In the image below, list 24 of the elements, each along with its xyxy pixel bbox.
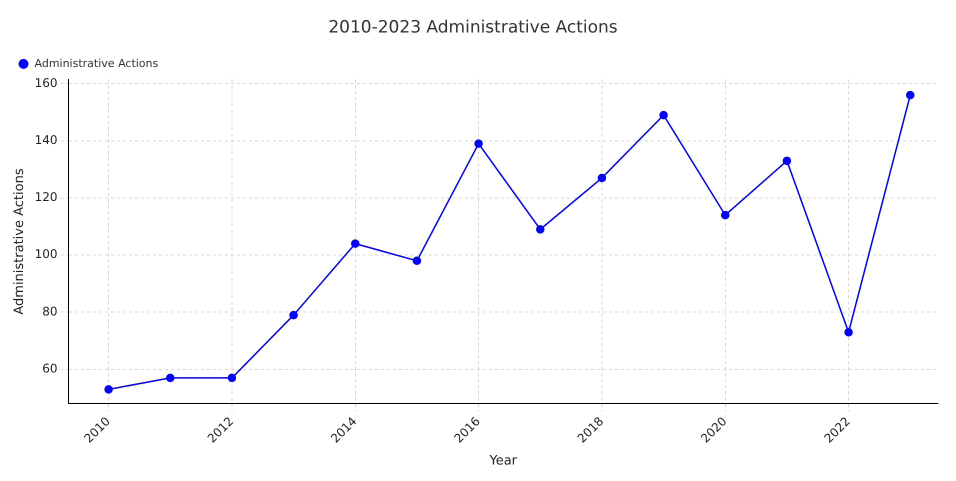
point [536, 225, 544, 234]
y-tick-label: 140 [34, 132, 58, 147]
point [598, 174, 606, 182]
chart-title: 2010-2023 Administrative Actions [328, 18, 618, 38]
point [104, 385, 113, 394]
y-tick-label: 80 [42, 304, 58, 318]
point [844, 328, 853, 336]
y-axis-title: Administrative Actions [12, 168, 28, 315]
point [289, 310, 298, 320]
point [659, 110, 668, 120]
point [228, 374, 236, 382]
point [906, 90, 914, 100]
x-axis-title: Year [488, 454, 518, 469]
y-tick-label: 60 [42, 361, 58, 376]
y-tick-label: 100 [34, 247, 58, 262]
point [782, 156, 792, 166]
point [474, 139, 483, 148]
point [166, 374, 175, 382]
point [351, 239, 360, 248]
y-tick-label: 120 [34, 190, 58, 204]
legend-label: Administrative Actions [34, 56, 159, 70]
point [412, 256, 422, 266]
point [721, 210, 730, 220]
y-tick-label: 160 [34, 76, 58, 90]
